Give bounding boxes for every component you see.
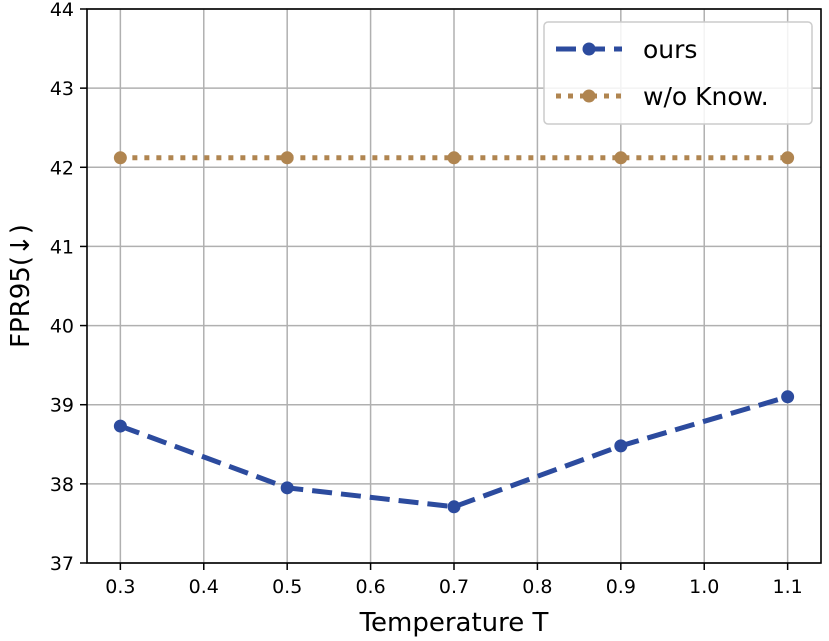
- series-layer: [113, 151, 795, 514]
- data-point-w-o-know: [280, 151, 294, 165]
- x-tick-label: 0.6: [355, 576, 385, 598]
- y-tick-label: 37: [50, 553, 74, 575]
- legend-box: [543, 21, 813, 125]
- x-tick-label: 0.5: [272, 576, 302, 598]
- y-tick-label: 41: [50, 236, 74, 258]
- tick-layer: 0.3 0.4 0.5 0.6 0.7 0.8 0.9 1.0 1.1 37 38 39 40 41 42 4…: [50, 0, 803, 598]
- y-tick-label: 38: [50, 474, 74, 496]
- legend-marker-w-o-know: [582, 89, 596, 103]
- legend-label-w-o-know: w/o Know.: [643, 82, 769, 111]
- y-tick-label: 40: [50, 316, 74, 338]
- data-point-w-o-know: [447, 151, 461, 165]
- x-tick-label: 1.0: [689, 576, 719, 598]
- x-axis-label: Temperature T: [359, 608, 549, 638]
- legend-marker-ours: [582, 42, 596, 56]
- y-tick-label: 39: [50, 395, 74, 417]
- x-tick-label: 0.7: [439, 576, 469, 598]
- y-tick-label: 44: [50, 0, 74, 21]
- data-point-ours: [280, 481, 294, 495]
- legend-label-ours: ours: [643, 35, 697, 64]
- data-point-ours: [614, 439, 628, 453]
- data-point-w-o-know: [614, 151, 628, 165]
- x-tick-label: 0.4: [189, 576, 219, 598]
- data-point-ours: [447, 500, 461, 514]
- data-point-ours: [781, 390, 795, 404]
- y-tick-label: 42: [50, 157, 74, 179]
- y-tick-label: 43: [50, 78, 74, 100]
- data-point-w-o-know: [113, 151, 127, 165]
- y-axis-label: FPR95(↓): [6, 224, 36, 348]
- x-tick-label: 0.9: [606, 576, 636, 598]
- x-tick-label: 0.3: [105, 576, 135, 598]
- series-line-ours: [119, 394, 789, 510]
- data-point-w-o-know: [781, 151, 795, 165]
- legend: ours w/o Know.: [543, 21, 813, 125]
- x-tick-label: 0.8: [522, 576, 552, 598]
- data-point-ours: [113, 419, 127, 433]
- x-tick-label: 1.1: [773, 576, 803, 598]
